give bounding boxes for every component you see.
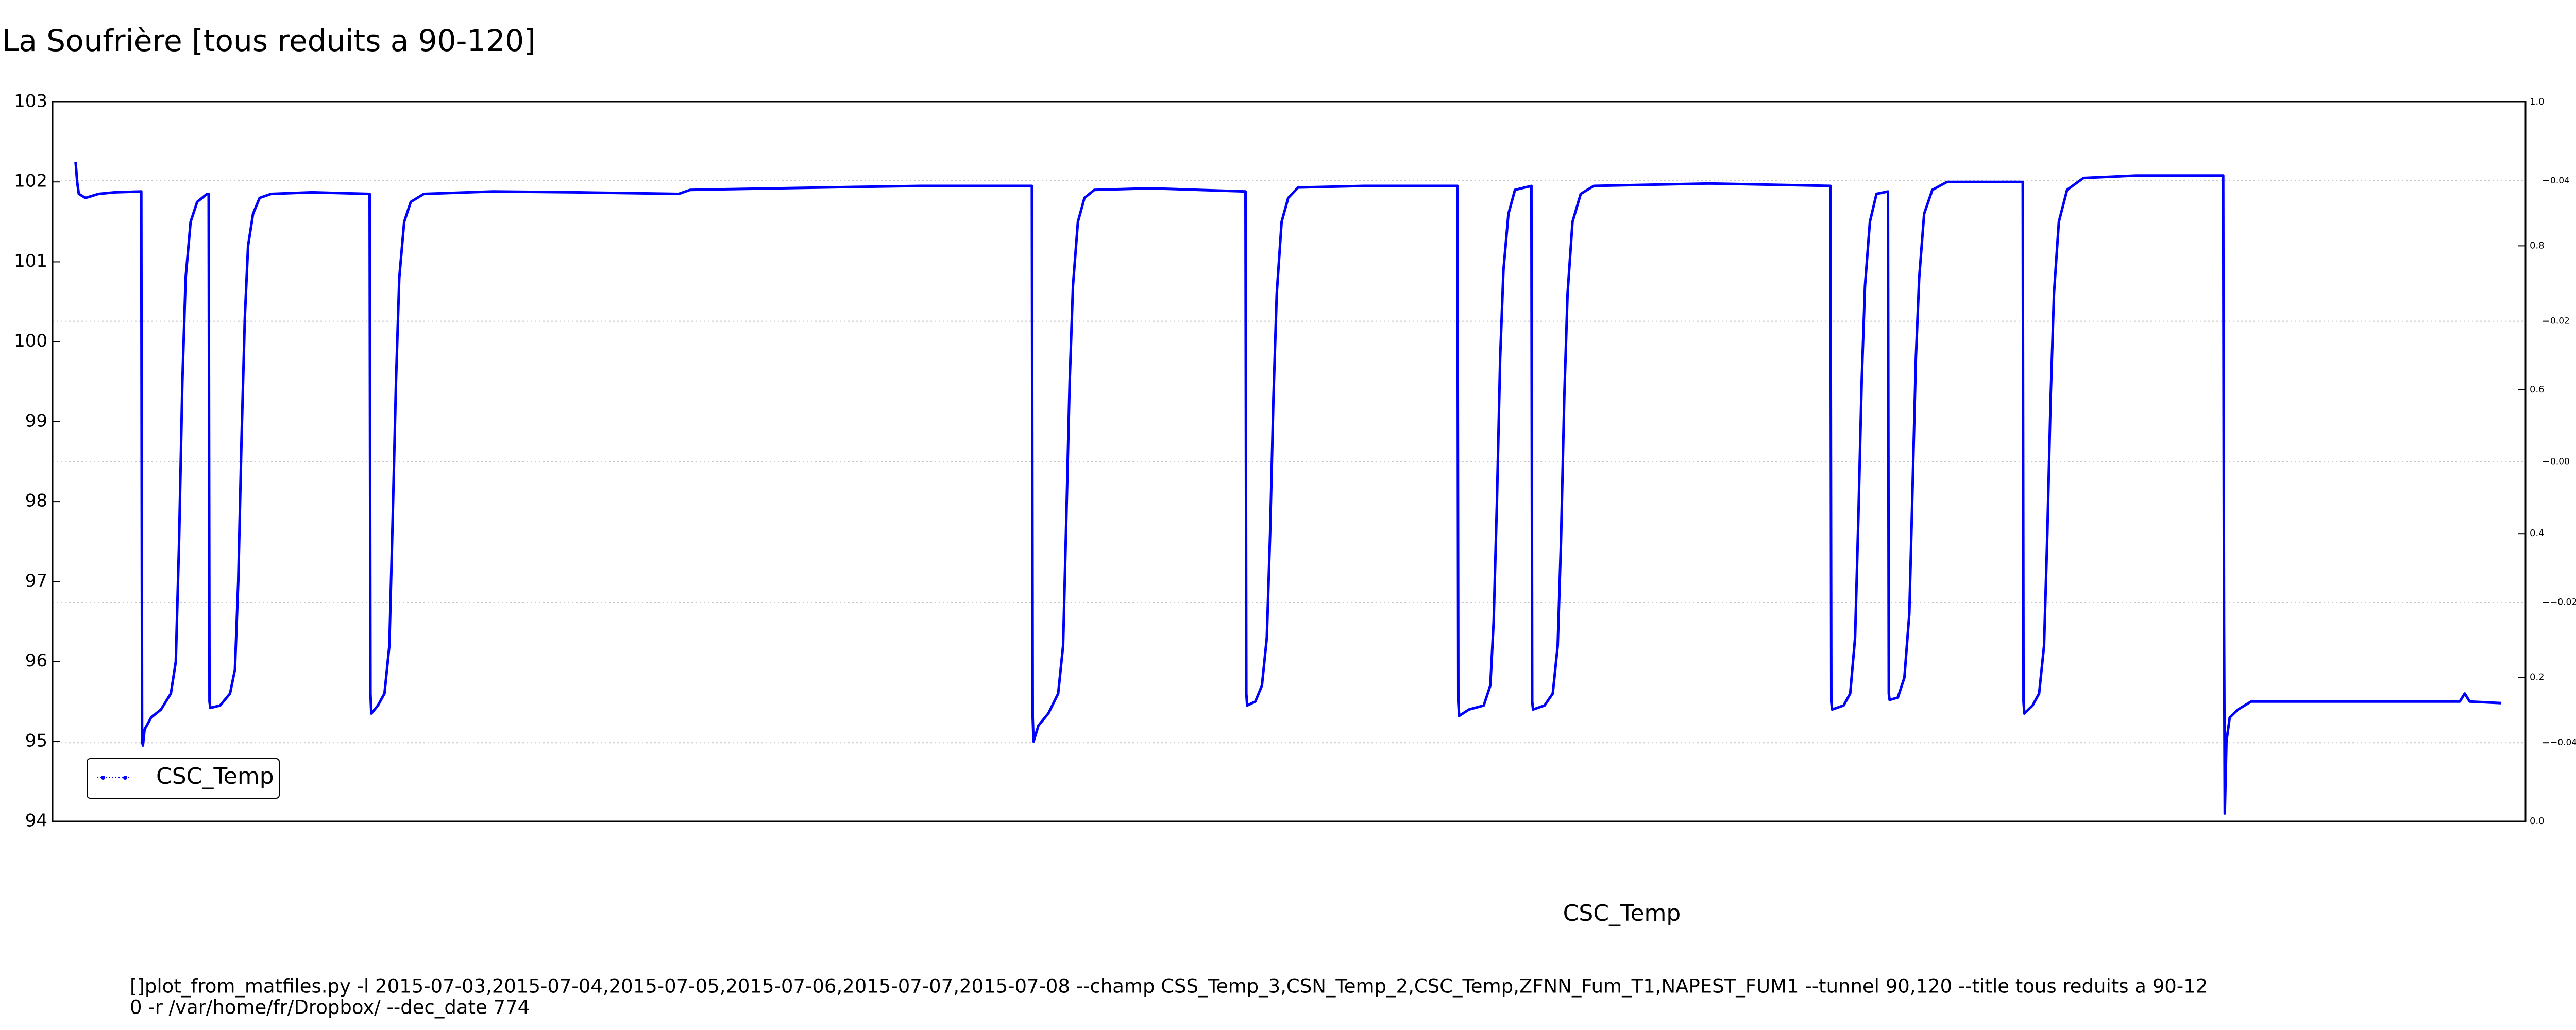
command-line: 0 -r /var/home/fr/Dropbox/ --dec_date 77…	[130, 997, 530, 1019]
y-tick-label: 101	[14, 251, 47, 271]
legend-marker	[101, 776, 105, 780]
y-tick-label: 99	[25, 410, 47, 431]
legend-box	[87, 758, 280, 799]
plot-frame	[52, 101, 2527, 822]
command-line: []plot_from_matfiles.py -l 2015-07-03,20…	[130, 975, 2208, 998]
legend-label: CSC_Temp	[156, 763, 274, 789]
y3-tick-label: 0.00	[2550, 457, 2570, 467]
x-axis-label: CSC_Temp	[1563, 900, 1681, 926]
y-tick-label: 98	[25, 491, 47, 511]
y-tick-label: 103	[14, 91, 47, 112]
y-tick-label: 95	[25, 730, 47, 751]
y-tick-label: 94	[25, 811, 47, 831]
y2-tick-label: 0.0	[2530, 816, 2545, 827]
y2-tick-label: 0.2	[2530, 672, 2545, 683]
y3-tick-label: −0.02	[2550, 597, 2576, 607]
y2-tick-label: 0.8	[2530, 240, 2545, 251]
y2-tick-label: 0.4	[2530, 528, 2545, 539]
y2-tick-label: 1.0	[2530, 96, 2545, 107]
data-line	[74, 162, 2501, 815]
y-tick-label: 96	[25, 650, 47, 671]
y-tick-label: 102	[14, 171, 47, 192]
y3-tick-label: 0.02	[2550, 316, 2570, 327]
y3-tick-label: 0.04	[2550, 176, 2570, 186]
y-tick-label: 100	[14, 331, 47, 351]
y3-tick-label: −0.04	[2550, 737, 2576, 748]
legend-marker	[123, 776, 127, 780]
y2-tick-label: 0.6	[2530, 384, 2545, 395]
chart-title: La Soufrière [tous reduits a 90-120]	[2, 23, 536, 58]
y-tick-label: 97	[25, 571, 47, 591]
